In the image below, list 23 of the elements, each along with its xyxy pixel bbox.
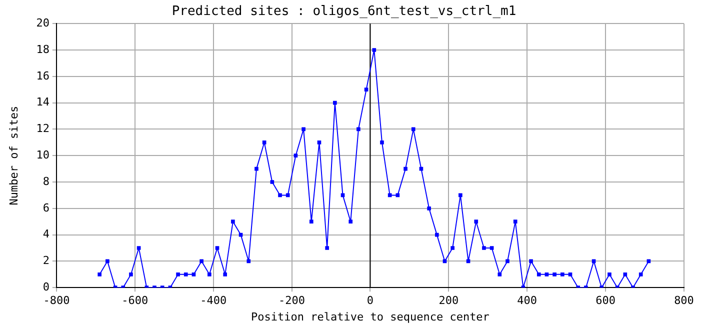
x-tick-label: -800 <box>43 294 70 308</box>
y-tick-label: 16 <box>36 69 50 82</box>
x-tick-label: -200 <box>278 294 306 308</box>
y-axis-title: Number of sites <box>7 106 20 206</box>
y-tick-label: 14 <box>36 96 50 109</box>
y-tick-label: 20 <box>36 16 50 30</box>
x-tick-label: -600 <box>122 294 148 308</box>
y-tick-label: 4 <box>42 228 50 241</box>
y-tick-label: 18 <box>36 42 50 56</box>
x-tick-label: 200 <box>438 294 459 308</box>
y-tick-label: 2 <box>42 254 50 268</box>
y-tick-label: 0 <box>42 280 50 294</box>
x-tick-label: -400 <box>200 294 227 308</box>
x-tick-label: 0 <box>366 294 374 308</box>
y-tick-label: 8 <box>42 174 50 188</box>
x-tick-label: 600 <box>596 294 616 308</box>
chart-title: Predicted sites : oligos_6nt_test_vs_ctrl_m1 <box>172 4 516 20</box>
y-tick-label: 12 <box>36 122 50 136</box>
y-tick-label: 6 <box>42 201 50 214</box>
x-axis-title: Position relative to sequence center <box>251 310 490 324</box>
x-tick-label: 800 <box>674 294 694 308</box>
x-tick-label: 400 <box>517 294 538 308</box>
y-tick-label: 10 <box>36 148 50 162</box>
